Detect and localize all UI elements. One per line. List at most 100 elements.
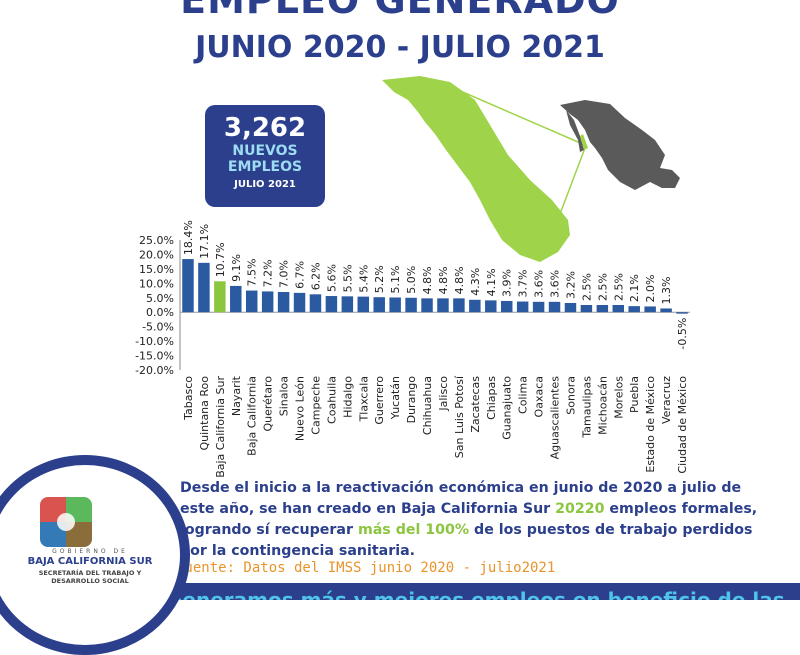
category-label: Nuevo León [294, 376, 307, 441]
bar [293, 292, 306, 313]
bar [453, 298, 465, 313]
bar [325, 296, 338, 313]
data-label: 2.5% [596, 273, 609, 301]
bar [500, 300, 513, 313]
bar [389, 297, 401, 313]
summary-part3: empleos formales, logrando sí recuperar [180, 501, 758, 538]
category-label: Aguascalientes [549, 376, 562, 460]
category-label: Yucatán [389, 376, 402, 420]
category-label: Puebla [628, 376, 641, 413]
bar [373, 297, 385, 313]
bar [485, 300, 497, 313]
y-tick-label: -5.0% [142, 321, 174, 334]
data-label: 4.8% [421, 266, 434, 294]
data-label: 1.3% [660, 277, 673, 305]
data-label: 2.5% [612, 273, 625, 301]
footer-band-text: Generamos más y mejores empleos en benef… [166, 588, 785, 600]
summary-percent: más del 100% [357, 522, 470, 538]
bar [182, 259, 194, 313]
y-tick-label: 5.0% [146, 292, 174, 305]
page-subtitle: JUNIO 2020 - JULIO 2021 [195, 30, 605, 65]
data-label: 4.3% [469, 268, 482, 296]
bar [309, 294, 322, 313]
data-label: 7.2% [262, 259, 275, 287]
new-jobs-number: 3,262 [223, 113, 307, 143]
category-label: Baja California [246, 376, 259, 456]
data-label: 3.9% [501, 269, 514, 297]
data-label: 3.7% [517, 270, 530, 298]
data-label: 9.1% [230, 254, 243, 282]
category-label: Chiapas [485, 376, 498, 420]
summary-paragraph: Desde el inicio a la reactivación económ… [180, 478, 760, 562]
y-tick-label: -15.0% [135, 350, 174, 363]
bar [644, 306, 656, 313]
category-label: Sinaloa [278, 376, 291, 416]
data-label: 5.2% [373, 265, 386, 293]
bar [230, 285, 242, 313]
data-label: 4.8% [453, 266, 466, 294]
new-jobs-stat-box: 3,262 NUEVOS EMPLEOS JULIO 2021 [205, 105, 325, 207]
bar [405, 297, 417, 313]
y-tick-label: 25.0% [139, 234, 174, 247]
bar [676, 312, 688, 314]
baja-peninsula-shape [382, 76, 570, 262]
summary-year: 2020 [622, 480, 663, 496]
employment-bar-chart: 25.0%20.0%15.0%10.0%5.0%0.0%-5.0%-10.0%-… [135, 220, 690, 478]
category-label: Michoacán [596, 376, 609, 435]
summary-number: 20220 [555, 501, 605, 517]
summary-part4: de los puestos de trabajo perdidos por l… [180, 522, 753, 559]
data-label: 4.8% [437, 266, 450, 294]
category-label: Tabasco [182, 376, 195, 421]
category-label: Estado de México [644, 376, 657, 473]
y-tick-label: 10.0% [139, 277, 174, 290]
data-label: 3.6% [533, 270, 546, 298]
data-label: 5.1% [389, 266, 402, 294]
bar [628, 306, 640, 313]
category-label: Baja California Sur [214, 376, 227, 478]
data-label: 3.2% [564, 271, 577, 299]
data-label: 4.1% [485, 268, 498, 296]
data-label: 2.1% [628, 274, 641, 302]
category-label: Jalisco [437, 376, 450, 412]
logo-text-gobierno: GOBIERNO DE [52, 548, 128, 555]
category-label: Hidalgo [341, 376, 354, 418]
logo-text-state: BAJA CALIFORNIA SUR [27, 556, 153, 567]
bar [564, 302, 577, 313]
data-label: 6.2% [309, 262, 322, 290]
mexico-country-shape [560, 100, 680, 190]
bar [261, 291, 274, 313]
category-label: Chihuahua [421, 376, 434, 435]
category-label: Tamaulipas [580, 376, 593, 439]
new-jobs-date: JULIO 2021 [234, 179, 296, 190]
new-jobs-line1: NUEVOS [232, 143, 298, 159]
category-label: Veracruz [660, 376, 673, 424]
government-logo-icon [40, 497, 92, 547]
logo-text-secretaria: SECRETARÍA DEL TRABAJO Y DESARROLLO SOCI… [38, 569, 142, 585]
y-tick-label: -20.0% [135, 364, 174, 377]
y-tick-label: -10.0% [135, 335, 174, 348]
bar [548, 301, 561, 313]
category-label: Ciudad de México [676, 376, 689, 474]
bar [596, 305, 609, 313]
bar [277, 292, 290, 313]
summary-part1: Desde el inicio a la reactivación económ… [180, 480, 623, 496]
category-label: Tlaxcala [357, 376, 370, 422]
category-label: Nayarit [230, 375, 243, 416]
bar [245, 290, 258, 313]
y-tick-label: 0.0% [146, 306, 174, 319]
category-label: Colima [517, 376, 530, 414]
bar [437, 298, 449, 313]
baja-highlight-shape [580, 134, 588, 150]
data-label: 5.0% [405, 266, 418, 294]
category-label: Zacatecas [469, 376, 482, 433]
data-label: 5.6% [325, 264, 338, 292]
bar [421, 298, 433, 313]
category-label: San Luis Potosí [453, 375, 466, 458]
category-label: Sonora [564, 376, 577, 415]
category-label: Campeche [309, 376, 322, 435]
category-label: Durango [405, 376, 418, 424]
data-label: 3.6% [549, 270, 562, 298]
bar [341, 296, 354, 313]
y-tick-label: 15.0% [139, 263, 174, 276]
new-jobs-line2: EMPLEOS [227, 159, 303, 175]
